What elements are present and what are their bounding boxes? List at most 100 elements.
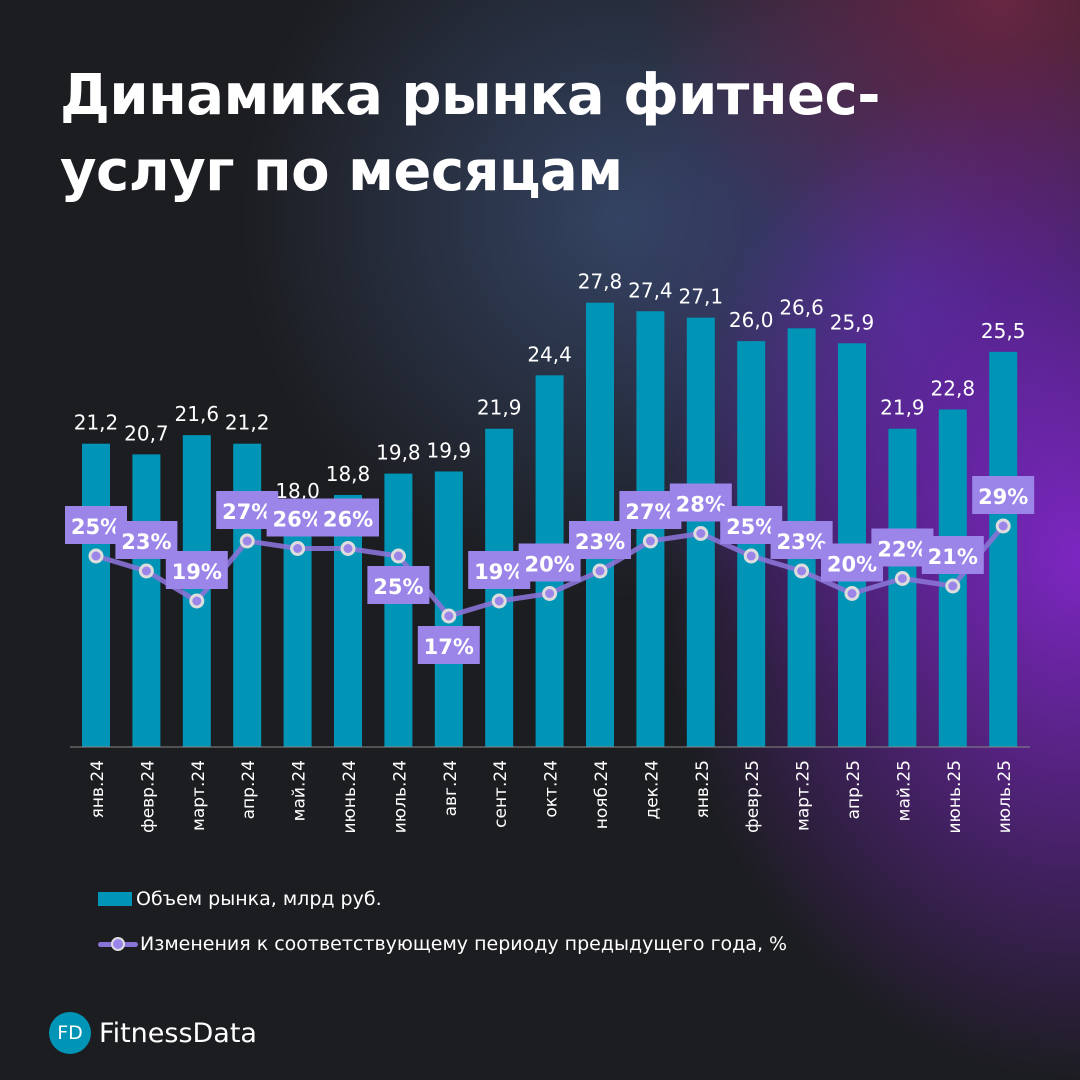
change-label: 23% — [776, 530, 826, 554]
change-label-box — [921, 536, 984, 574]
brand: FD FitnessData — [49, 1012, 257, 1054]
legend-item-change: Изменения к соответствующему периоду пре… — [98, 933, 787, 955]
change-label: 25% — [71, 515, 121, 539]
change-label: 23% — [121, 530, 171, 554]
bar — [384, 473, 413, 747]
x-tick-label: янв.25 — [693, 760, 713, 818]
line-point — [995, 518, 1011, 534]
x-tick-label: апр.24 — [239, 760, 259, 819]
legend-item-volume: Объем рынка, млрд руб. — [98, 888, 382, 910]
line-point — [693, 526, 709, 541]
bar-value-label: 19,8 — [376, 441, 421, 465]
line-point — [945, 578, 961, 594]
bar-value-label: 21,9 — [477, 396, 522, 420]
change-label: 27% — [625, 500, 675, 524]
bar-value-label: 27,4 — [628, 278, 673, 302]
bar — [132, 454, 161, 747]
line-point — [88, 548, 104, 564]
x-tick-label: февр.25 — [743, 760, 763, 833]
change-label: 20% — [827, 553, 877, 577]
change-label: 25% — [373, 575, 423, 599]
x-tick-label: июнь.25 — [945, 760, 965, 834]
legend-label-change: Изменения к соответствующему периоду пре… — [140, 933, 788, 955]
x-tick-label: янв.24 — [88, 760, 108, 818]
change-label: 26% — [323, 508, 373, 532]
line-point — [642, 533, 658, 549]
x-tick-label: нояб.24 — [592, 760, 612, 829]
x-tick-label: июль.24 — [390, 760, 410, 833]
x-tick-label: май.24 — [290, 760, 310, 821]
page-title: Динамика рынка фитнес-услуг по месяцам — [60, 63, 880, 204]
change-label-box — [367, 566, 430, 604]
x-tick-label: июнь.24 — [340, 760, 360, 834]
x-tick-label: сент.24 — [491, 760, 511, 828]
line-point — [290, 541, 306, 556]
bar-value-label: 25,9 — [830, 310, 875, 334]
x-tick-label: июль.25 — [995, 760, 1015, 833]
bar-value-label: 26,0 — [729, 308, 774, 332]
x-tick-label: апр.25 — [844, 760, 864, 819]
legend-line-swatch — [98, 937, 138, 951]
line-point — [189, 593, 205, 609]
bar — [233, 443, 262, 747]
x-tick-label: март.24 — [189, 760, 209, 831]
change-label-box — [417, 626, 480, 664]
bar — [888, 428, 917, 747]
change-label-box — [317, 498, 379, 537]
x-tick-label: февр.24 — [138, 760, 158, 833]
bar-value-label: 21,2 — [74, 411, 119, 435]
change-label-box — [165, 551, 228, 589]
line-point — [138, 563, 154, 579]
bar-value-label: 25,5 — [981, 319, 1026, 343]
change-label: 21% — [928, 545, 978, 569]
change-label: 27% — [222, 500, 272, 524]
bar-value-label: 21,9 — [880, 396, 925, 420]
line-point — [441, 608, 457, 624]
legend-bar-swatch — [98, 892, 132, 906]
bar — [82, 443, 110, 747]
change-label: 19% — [172, 560, 222, 584]
x-tick-label: дек.24 — [642, 760, 662, 820]
change-label: 22% — [877, 538, 927, 562]
change-label: 25% — [726, 515, 776, 539]
bar-value-label: 18,8 — [326, 462, 371, 486]
brand-logo: FD — [49, 1012, 91, 1054]
change-label: 26% — [272, 508, 322, 532]
line-point — [592, 563, 608, 579]
change-label-box — [972, 476, 1035, 514]
line-point — [390, 548, 406, 564]
line-point — [743, 548, 759, 564]
x-tick-label: март.25 — [794, 760, 814, 831]
bar-value-label: 19,9 — [427, 438, 472, 462]
line-point — [844, 586, 860, 601]
bar-value-label: 24,4 — [527, 342, 572, 366]
bar — [938, 409, 967, 747]
line-point — [794, 563, 810, 579]
bar-value-label: 21,6 — [175, 402, 220, 426]
brand-name: FitnessData — [99, 1017, 257, 1049]
change-label: 19% — [474, 560, 524, 584]
line-point — [894, 571, 910, 586]
line-point — [340, 541, 356, 556]
change-label: 17% — [424, 635, 474, 659]
bar-value-label: 27,8 — [578, 270, 623, 294]
change-label: 28% — [676, 493, 726, 517]
bar — [737, 341, 766, 747]
bar — [989, 351, 1018, 747]
x-tick-label: окт.24 — [542, 760, 562, 818]
x-tick-label: май.25 — [894, 760, 914, 821]
bar — [636, 311, 665, 747]
bar-value-label: 27,1 — [679, 285, 724, 309]
bar-value-label: 22,8 — [931, 377, 976, 401]
x-tick-label: авг.24 — [441, 760, 461, 816]
line-point — [491, 593, 507, 609]
bar-value-label: 21,2 — [225, 411, 270, 435]
bar-value-label: 20,7 — [124, 421, 169, 445]
bar — [334, 494, 362, 747]
line-point — [542, 586, 558, 601]
bar-value-label: 26,6 — [779, 295, 824, 319]
change-label: 23% — [575, 530, 625, 554]
change-label: 20% — [524, 553, 574, 577]
legend-label-volume: Объем рынка, млрд руб. — [136, 888, 382, 910]
